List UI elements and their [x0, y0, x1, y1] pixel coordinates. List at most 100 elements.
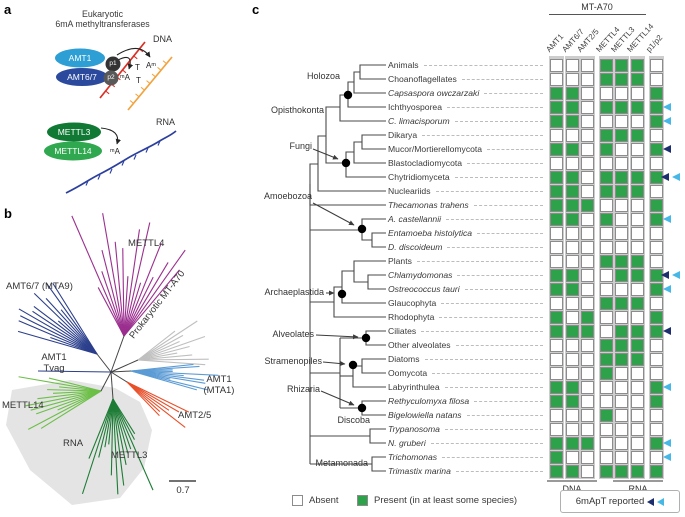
- cell-Ostreococcus tauri-METTL4-absent: [599, 282, 613, 296]
- cell-C. limacisporum-METTL3-absent: [615, 114, 628, 128]
- node-dot-Archaeplastida: [337, 289, 347, 299]
- base-t-lower: T: [136, 76, 141, 85]
- taxa-row-Animals: Animals: [388, 58, 546, 72]
- cell-A. castellannii-METTL4-present: [599, 212, 613, 226]
- internal-branch: [110, 359, 139, 373]
- cell-C. limacisporum-METTL4-absent: [599, 114, 613, 128]
- amt1-ellipse: [55, 48, 105, 68]
- mettl4-clade-branch: [123, 276, 154, 337]
- cell-Oomycota-AMT6/7-absent: [565, 366, 579, 380]
- cell-Rethyculomyxa filosa-AMT6/7-present: [565, 394, 579, 408]
- rna-strand: [65, 130, 177, 194]
- navy-arrow-icon-Chytridiomyceta: [661, 172, 669, 181]
- cell-Bigelowiella natans-METTL4-present: [599, 408, 613, 422]
- taxa-row-Ichthyosporea: Ichthyosporea: [388, 100, 546, 114]
- cell-Blastocladiomycota-AMT2/5-absent: [581, 156, 594, 170]
- 6mApT-reported-label: 6mApT reported: [575, 496, 645, 507]
- b-rna-shade-label: RNA: [63, 438, 84, 449]
- dashed-leader: [487, 148, 543, 150]
- b-amt1-mta1-label: AMT1 (MTA1): [203, 374, 235, 396]
- taxa-row-Chytridiomyceta: Chytridiomyceta: [388, 170, 546, 184]
- cell-Chlamydomonas-METTL4-absent: [599, 268, 613, 282]
- mettl4-clade-branch: [123, 229, 141, 337]
- mettl4-clade-branch: [102, 213, 125, 337]
- cell-Choanoflagellates-AMT6/7-absent: [565, 72, 579, 86]
- cell-Trypanosoma-METTL3-absent: [615, 422, 628, 436]
- cell-Dikarya-METTL3-present: [615, 128, 628, 142]
- cell-Bigelowiella natans-METTL3-absent: [615, 408, 628, 422]
- taxa-name: Thecamonas trahens: [388, 200, 469, 210]
- taxa-row-Trimastix marina: Trimastix marina: [388, 464, 546, 478]
- rna-group-label: RNA: [628, 484, 648, 494]
- clade-pointer-Rhizaria: [320, 390, 355, 406]
- taxa-name: Choanoflagellates: [388, 74, 457, 84]
- panel-c-letter: c: [252, 2, 260, 17]
- cell-Ichthyosporea-METTL14-present: [630, 100, 644, 114]
- taxa-row-Diatoms: Diatoms: [388, 352, 546, 366]
- taxa-row-Choanoflagellates: Choanoflagellates: [388, 72, 546, 86]
- taxa-row-C. limacisporum: C. limacisporum: [388, 114, 546, 128]
- taxa-row-D. discoideum: D. discoideum: [388, 240, 546, 254]
- cell-Chlamydomonas-METTL3-present: [615, 268, 628, 282]
- cell-Labyrinthulea-AMT1-present: [550, 380, 563, 394]
- cyan-arrow-icon-Ichthyosporea: [663, 102, 671, 111]
- amt67-mta9-clade-branch: [52, 283, 98, 355]
- taxa-row-Trypanosoma: Trypanosoma: [388, 422, 546, 436]
- cell-Choanoflagellates-METTL3-present: [615, 72, 628, 86]
- taxa-name: Other alveolates: [388, 340, 451, 350]
- cell-Ostreococcus tauri-AMT1-present: [550, 282, 563, 296]
- cyan-arrow-icon-N. gruberi: [663, 438, 671, 447]
- cell-Dikarya-AMT2/5-absent: [581, 128, 594, 142]
- taxa-name: D. discoideum: [388, 242, 443, 252]
- cell-Mucor/Mortierellomycota-AMT1-present: [550, 142, 563, 156]
- dna-strand-orange-tick: [157, 66, 162, 71]
- dashed-leader: [422, 134, 543, 136]
- clade-label-Amoebozoa: Amoebozoa: [263, 191, 312, 201]
- cell-Rethyculomyxa filosa-p1/p2-present: [650, 394, 663, 408]
- taxa-row-Oomycota: Oomycota: [388, 366, 546, 380]
- cell-Dikarya-METTL4-present: [599, 128, 613, 142]
- taxa-row-Nucleariids: Nucleariids: [388, 184, 546, 198]
- cell-C. limacisporum-METTL14-absent: [630, 114, 644, 128]
- cell-A. castellannii-AMT6/7-present: [565, 212, 579, 226]
- cell-Trichomonas-AMT6/7-absent: [565, 450, 579, 464]
- cell-Blastocladiomycota-METTL14-absent: [630, 156, 644, 170]
- cell-Bigelowiella natans-AMT1-absent: [550, 408, 563, 422]
- cell-Entamoeba histolytica-METTL3-absent: [615, 226, 628, 240]
- cell-Labyrinthulea-p1/p2-present: [650, 380, 663, 394]
- cell-Mucor/Mortierellomycota-AMT2/5-absent: [581, 142, 594, 156]
- prokaryotic-clade-branch: [137, 345, 190, 361]
- taxa-name: Glaucophyta: [388, 298, 437, 308]
- taxa-name: Chlamydomonas: [388, 270, 453, 280]
- taxa-row-Labyrinthulea: Labyrinthulea: [388, 380, 546, 394]
- taxa-list: Animals Choanoflagellates Capsaspora owcza…: [388, 58, 546, 478]
- cell-Ostreococcus tauri-AMT6/7-present: [565, 282, 579, 296]
- prokaryotic-clade-branch: [137, 354, 193, 361]
- taxa-name: Nucleariids: [388, 186, 431, 196]
- b-mettl3-label: METTL3: [111, 450, 148, 461]
- dna-group-label: DNA: [562, 484, 582, 494]
- cell-Ichthyosporea-AMT6/7-present: [565, 100, 579, 114]
- cell-Plants-AMT2/5-absent: [581, 254, 594, 268]
- rna-ma-label: ᵐA: [110, 147, 120, 156]
- cell-Thecamonas trahens-METTL3-absent: [615, 198, 628, 212]
- cell-Trimastix marina-METTL14-present: [630, 464, 644, 478]
- cell-Glaucophyta-METTL14-present: [630, 296, 644, 310]
- prokaryotic-clade-branch: [137, 334, 184, 361]
- mettl3-clade-branch: [88, 398, 114, 459]
- cell-Trypanosoma-AMT2/5-absent: [581, 422, 594, 436]
- dashed-leader: [484, 92, 543, 94]
- b-amt1-tvag-label: AMT1 Tvag: [41, 352, 67, 374]
- internal-branch: [110, 371, 114, 400]
- navy-arrow-icon: [647, 497, 655, 506]
- cell-Trichomonas-AMT1-present: [550, 450, 563, 464]
- cell-Rhodophyta-METTL4-absent: [599, 310, 613, 324]
- cell-Plants-AMT1-absent: [550, 254, 563, 268]
- cell-Ostreococcus tauri-METTL3-absent: [615, 282, 628, 296]
- tree-branch: [361, 134, 386, 150]
- cell-C. limacisporum-AMT2/5-absent: [581, 114, 594, 128]
- mettl3-clade-branch: [112, 398, 132, 450]
- cell-N. gruberi-AMT6/7-present: [565, 436, 579, 450]
- cell-Rhodophyta-METTL3-absent: [615, 310, 628, 324]
- mettl14-clade-branch: [30, 390, 102, 411]
